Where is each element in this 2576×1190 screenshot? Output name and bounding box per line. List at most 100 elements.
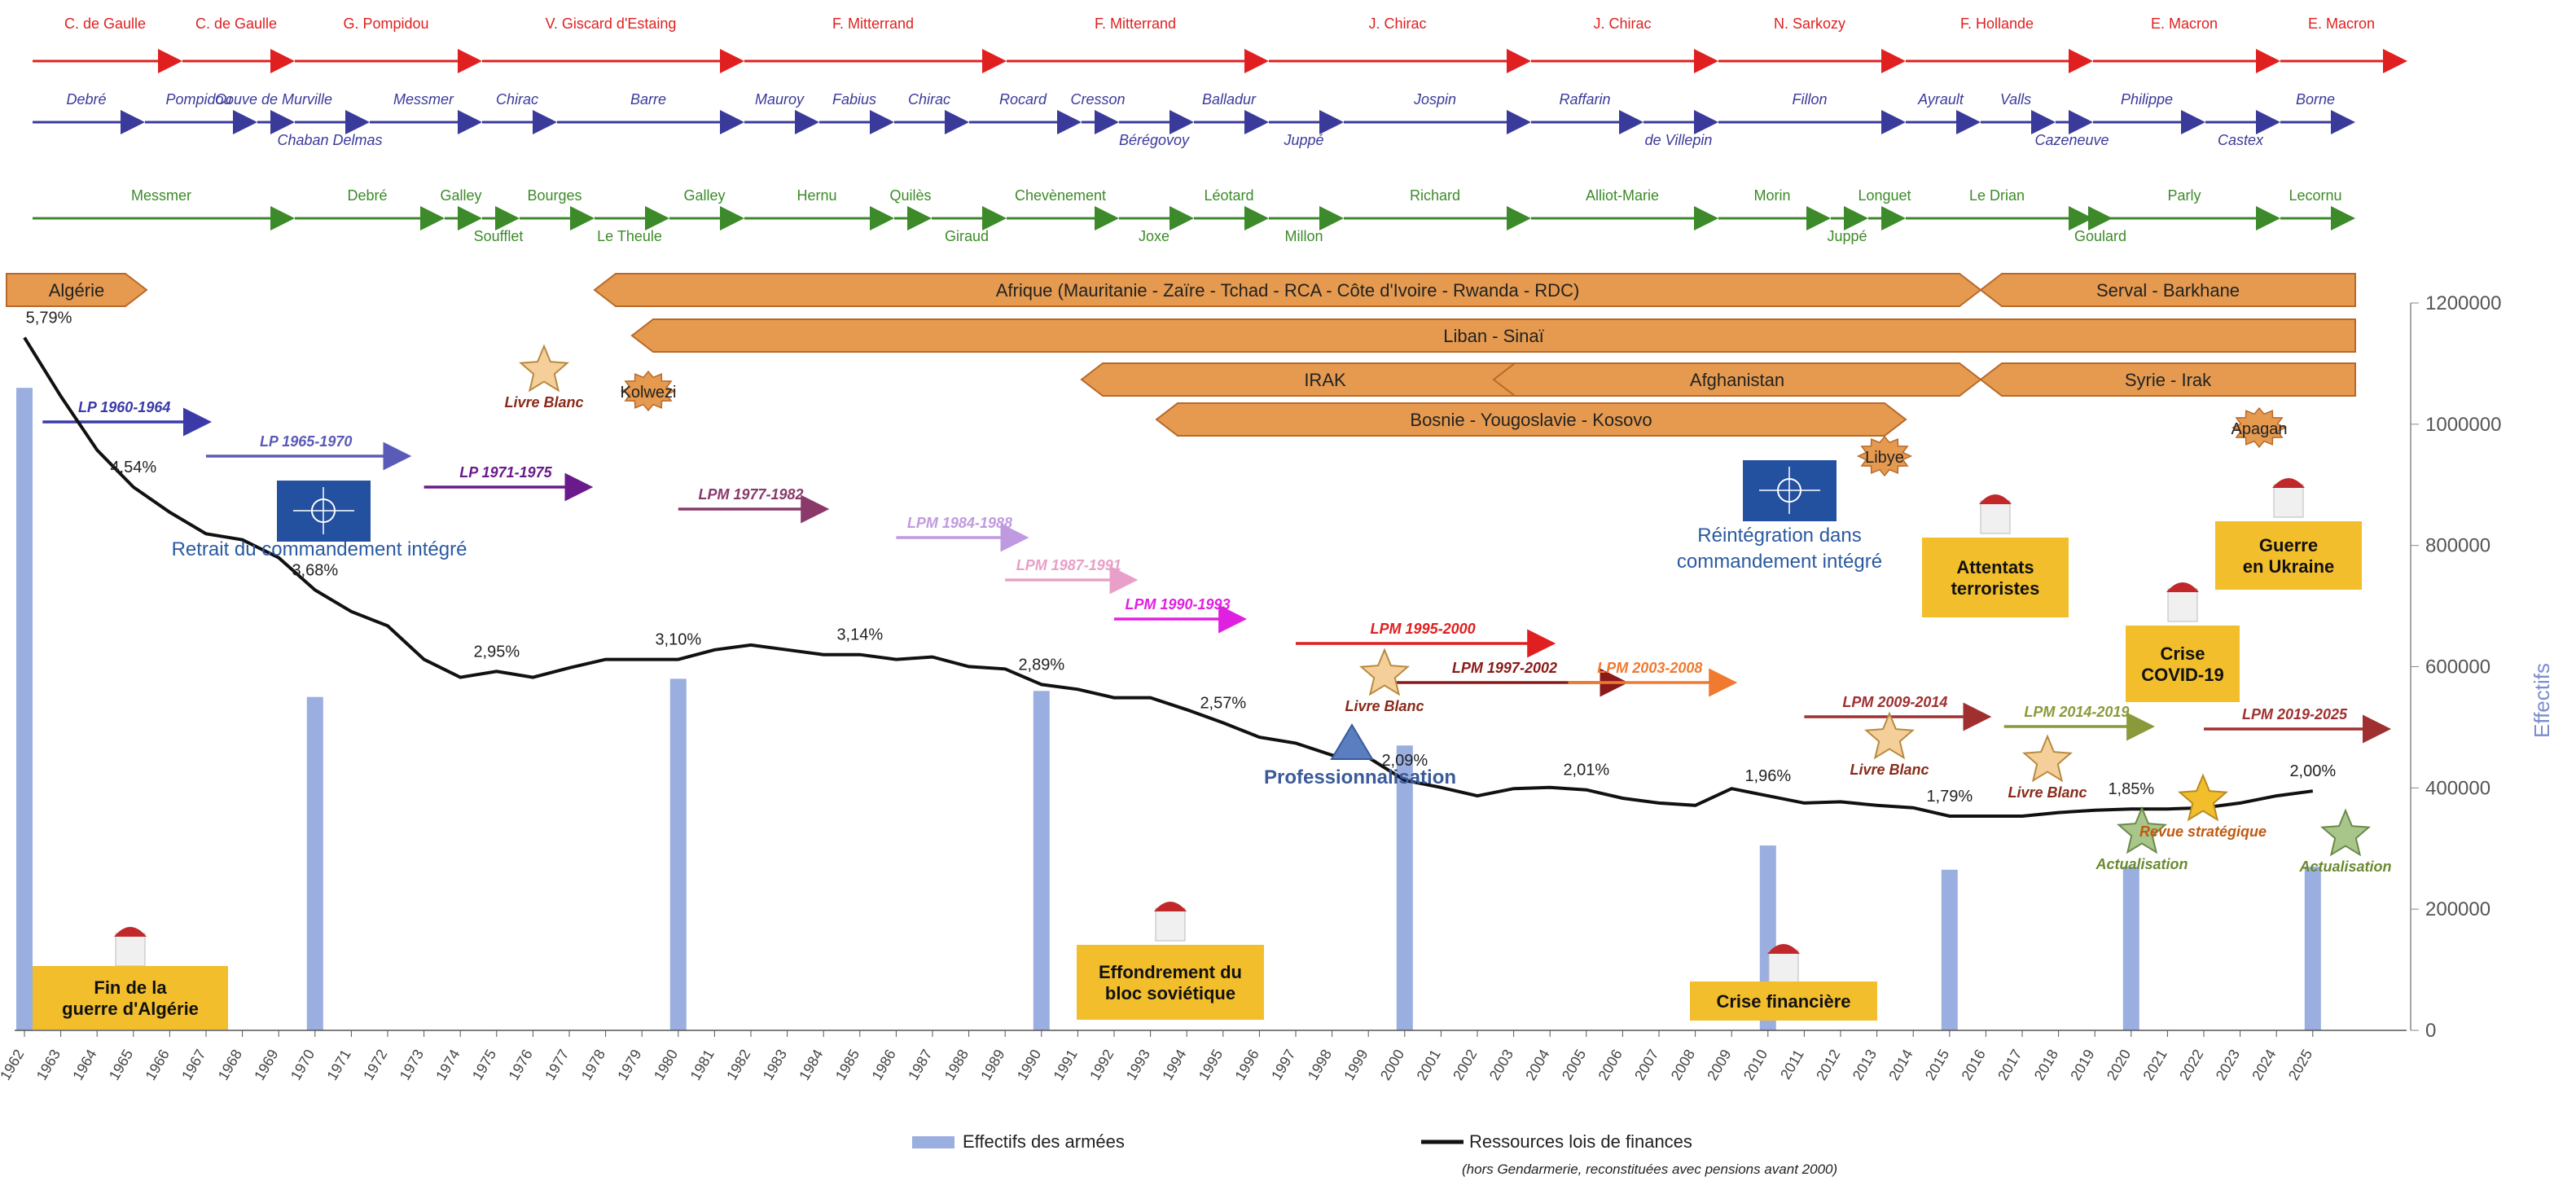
x-tick-label: 1990 bbox=[1014, 1047, 1044, 1083]
event-label: Effondrement du bbox=[1099, 962, 1242, 982]
operation-band bbox=[6, 273, 148, 307]
x-tick-label: 1986 bbox=[869, 1047, 899, 1083]
x-tick-label: 1971 bbox=[324, 1047, 354, 1083]
line-series-ressources: 5,79% 4,54% 3,68% 2,95% 3,10% 3,14% 2,89% 2,57%… bbox=[23, 309, 2336, 818]
x-tick-label: 2006 bbox=[1595, 1047, 1626, 1083]
event-label: bloc soviétique bbox=[1105, 983, 1235, 1003]
star-icon bbox=[519, 344, 569, 393]
defense-minister-label: Longuet bbox=[1858, 187, 1911, 204]
x-tick-label: 2002 bbox=[1450, 1047, 1480, 1083]
x-tick-label: 2014 bbox=[1885, 1047, 1916, 1083]
defense-minister-label: Galley bbox=[440, 187, 481, 204]
operation-band bbox=[1080, 362, 1569, 397]
prime-minister-label: Pompidou bbox=[165, 91, 231, 108]
defense-minister-label: Joxe bbox=[1139, 228, 1170, 244]
president-label: E. Macron bbox=[2308, 15, 2375, 32]
x-tick-label: 2017 bbox=[1995, 1047, 2025, 1083]
law-label: LPM 1995-2000 bbox=[1371, 621, 1476, 637]
nato-label: Retrait du commandement intégré bbox=[172, 538, 467, 560]
line-data-label: 3,68% bbox=[292, 561, 338, 579]
operation-band bbox=[630, 318, 2356, 353]
law-label: LPM 2009-2014 bbox=[1842, 694, 1947, 710]
law-label: LP 1965-1970 bbox=[260, 433, 352, 450]
x-tick-label: 1993 bbox=[1123, 1047, 1153, 1083]
prime-minister-label: Messmer bbox=[393, 91, 454, 108]
x-tick-label: 1976 bbox=[506, 1047, 536, 1083]
bollard-icon bbox=[1155, 907, 1186, 942]
x-tick-label: 2024 bbox=[2249, 1047, 2279, 1083]
x-tick-label: 1996 bbox=[1232, 1047, 1262, 1083]
bollard-cap bbox=[2272, 478, 2305, 488]
president-label: E. Macron bbox=[2151, 15, 2218, 32]
defense-minister-label: Alliot-Marie bbox=[1586, 187, 1659, 204]
operation-label: Afrique (Mauritanie - Zaïre - Tchad - RC… bbox=[996, 280, 1580, 301]
law-label: LPM 2019-2025 bbox=[2242, 706, 2348, 722]
y-tick-label: 1000000 bbox=[2425, 414, 2501, 436]
resources-line bbox=[23, 336, 2314, 818]
x-tick-label: 2009 bbox=[1704, 1047, 1734, 1083]
x-tick-label: 1985 bbox=[832, 1047, 862, 1083]
president-label: J. Chirac bbox=[1593, 15, 1651, 32]
event-label: Attentats bbox=[1956, 557, 2034, 577]
prime-minister-label: Valls bbox=[2000, 91, 2031, 108]
x-tick-label: 1973 bbox=[397, 1047, 427, 1083]
x-tick-label: 2025 bbox=[2285, 1047, 2315, 1083]
defense-minister-label: Morin bbox=[1753, 187, 1790, 204]
x-tick-label: 1980 bbox=[651, 1047, 681, 1083]
prime-minister-label: Balladur bbox=[1202, 91, 1257, 108]
president-label: J. Chirac bbox=[1368, 15, 1426, 32]
president-label: N. Sarkozy bbox=[1774, 15, 1845, 32]
defense-minister-label: Léotard bbox=[1204, 187, 1253, 204]
x-tick-label: 1966 bbox=[143, 1047, 173, 1083]
president-label: F. Mitterrand bbox=[1095, 15, 1176, 32]
law-label: LP 1971-1975 bbox=[459, 464, 552, 481]
line-data-label: 3,14% bbox=[836, 626, 883, 644]
star-label: Livre Blanc bbox=[1345, 698, 1424, 714]
annotations: Livre Blanc Livre Blanc Livre Blanc Livre B… bbox=[33, 344, 2392, 1030]
x-tick-label: 2003 bbox=[1486, 1047, 1516, 1083]
x-tick-label: 1974 bbox=[432, 1047, 463, 1083]
line-data-label: 2,00% bbox=[2289, 762, 2336, 780]
star-icon bbox=[2022, 734, 2073, 783]
operation-band bbox=[1979, 273, 2356, 307]
government-timeline: C. de Gaulle C. de Gaulle G. Pompidou V. Gi… bbox=[33, 15, 2407, 244]
bar bbox=[2122, 867, 2139, 1030]
prime-minister-label: Cazeneuve bbox=[2034, 132, 2109, 148]
defense-minister-label: Millon bbox=[1284, 228, 1323, 244]
x-tick-label: 1968 bbox=[215, 1047, 245, 1083]
bollard-cap bbox=[1767, 944, 1800, 954]
line-data-label: 2,89% bbox=[1018, 656, 1064, 674]
operation-label: IRAK bbox=[1304, 370, 1346, 390]
prime-minister-label: Cresson bbox=[1070, 91, 1125, 108]
x-tick-label: 2001 bbox=[1414, 1047, 1444, 1083]
legend-line-note: (hors Gendarmerie, reconstituées avec pe… bbox=[1462, 1161, 1837, 1177]
event-box bbox=[1922, 538, 2069, 617]
line-data-label: 4,54% bbox=[110, 459, 156, 476]
star-icon bbox=[1864, 711, 1915, 760]
burst-label: Apagan bbox=[2232, 420, 2288, 438]
military-operations: Algérie Afrique (Mauritanie - Zaïre - Tch… bbox=[6, 273, 2356, 477]
event-box bbox=[2215, 521, 2362, 590]
prime-minister-label: Borne bbox=[2296, 91, 2335, 108]
bar bbox=[1396, 745, 1413, 1030]
prime-minister-label: Fillon bbox=[1792, 91, 1827, 108]
prime-minister-label: Rocard bbox=[999, 91, 1047, 108]
operation-band bbox=[593, 273, 1982, 307]
event-box bbox=[33, 966, 228, 1030]
defense-minister-label: Juppé bbox=[1827, 228, 1867, 244]
defense-minister-label: Soufflet bbox=[474, 228, 524, 244]
prime-minister-label: Philippe bbox=[2121, 91, 2173, 108]
x-tick-label: 1998 bbox=[1305, 1047, 1335, 1083]
prime-minister-label: Debré bbox=[66, 91, 106, 108]
bar bbox=[16, 388, 33, 1030]
y-tick-label: 1200000 bbox=[2425, 292, 2501, 314]
bar-series-effectifs bbox=[16, 388, 2321, 1030]
defense-minister-label: Parly bbox=[2167, 187, 2201, 204]
legend: Effectifs des armées Ressources lois de … bbox=[912, 1131, 1837, 1177]
x-tick-label: 1981 bbox=[687, 1047, 718, 1083]
operation-band bbox=[1979, 362, 2356, 397]
burst-label: Libye bbox=[1865, 449, 1904, 467]
legend-line-label: Ressources lois de finances bbox=[1469, 1131, 1692, 1152]
professionalisation-label: Professionnalisation bbox=[1264, 766, 1456, 788]
defense-minister-label: Quilès bbox=[889, 187, 931, 204]
